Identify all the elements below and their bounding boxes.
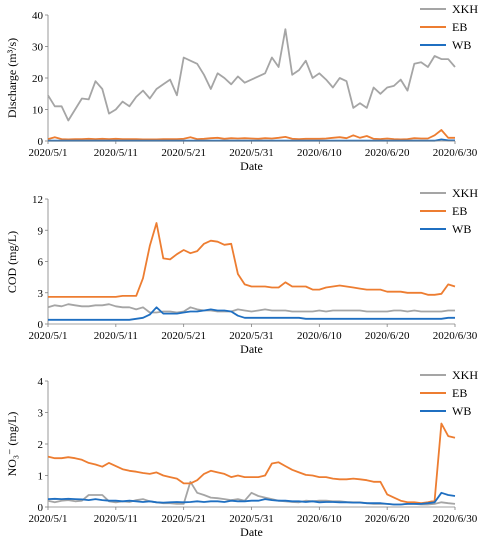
series-line-eb bbox=[47, 129, 455, 141]
x-tick-label: 2020/5/1 bbox=[28, 330, 67, 342]
x-tick-label: 2020/6/10 bbox=[297, 330, 342, 342]
y-tick-label: 6 bbox=[38, 257, 44, 269]
x-tick-label: 2020/6/20 bbox=[365, 513, 410, 525]
x-axis-label: Date bbox=[240, 159, 263, 173]
y-tick-label: 1 bbox=[38, 471, 44, 483]
x-tick-label: 2020/6/30 bbox=[433, 147, 478, 159]
legend-label-xkh: XKH bbox=[452, 2, 478, 16]
x-tick-label: 2020/6/20 bbox=[365, 330, 410, 342]
series-line-wb bbox=[47, 491, 456, 506]
y-tick-label: 2 bbox=[38, 439, 44, 451]
y-tick-label: 9 bbox=[38, 225, 44, 237]
x-tick-label: 2020/6/30 bbox=[433, 513, 478, 525]
y-tick-label: 40 bbox=[32, 10, 44, 22]
series-line-xkh bbox=[47, 303, 455, 314]
chart-panel-2: 0 3 6 9 12 2020/5/1 2020/5/11 2020/5/21 2020/5/3… bbox=[5, 186, 478, 356]
legend-label-xkh: XKH bbox=[452, 186, 478, 200]
y-axis-label: NO₃⁻ (mg/L) bbox=[5, 412, 19, 477]
legend-label-eb: EB bbox=[452, 204, 467, 218]
x-tick-label: 2020/5/31 bbox=[229, 147, 274, 159]
x-tick-label: 2020/5/11 bbox=[94, 147, 138, 159]
y-tick-label: 0 bbox=[38, 502, 44, 514]
chart-panel-1: 0 10 20 30 40 2020/5/1 2020/5/11 2020/5/21 2020/… bbox=[5, 2, 478, 173]
y-tick-label: 3 bbox=[38, 288, 44, 300]
series-line-eb bbox=[48, 222, 456, 298]
y-tick-label: 20 bbox=[32, 73, 44, 85]
y-tick-label: 12 bbox=[32, 194, 43, 206]
legend-label-wb: WB bbox=[452, 404, 471, 418]
legend-label-wb: WB bbox=[452, 222, 471, 236]
x-axis-label: Date bbox=[240, 525, 263, 539]
x-tick-label: 2020/5/31 bbox=[229, 330, 274, 342]
y-tick-label: 10 bbox=[32, 105, 44, 117]
x-tick-label: 2020/5/11 bbox=[94, 513, 138, 525]
legend-label-xkh: XKH bbox=[452, 368, 478, 382]
legend-label-wb: WB bbox=[452, 38, 471, 52]
x-tick-label: 2020/5/1 bbox=[28, 147, 67, 159]
y-axis-label: COD (mg/L) bbox=[5, 231, 19, 293]
legend-label-eb: EB bbox=[452, 386, 467, 400]
y-tick-label: 0 bbox=[38, 136, 44, 148]
series-line-eb bbox=[47, 422, 456, 505]
y-tick-label: 3 bbox=[38, 408, 44, 420]
x-tick-label: 2020/6/20 bbox=[365, 147, 410, 159]
x-tick-label: 2020/5/1 bbox=[28, 513, 67, 525]
x-axis-label: Date bbox=[240, 342, 263, 356]
x-tick-label: 2020/5/11 bbox=[94, 330, 138, 342]
y-tick-label: 30 bbox=[32, 42, 44, 54]
y-tick-label: 4 bbox=[38, 376, 44, 388]
x-tick-label: 2020/6/30 bbox=[433, 330, 478, 342]
x-tick-label: 2020/6/10 bbox=[297, 513, 342, 525]
x-tick-label: 2020/5/21 bbox=[161, 147, 206, 159]
chart-panel-3: 0 1 2 3 4 2020/5/1 2020/5/11 2020/5/21 2020/5/31… bbox=[5, 368, 478, 539]
x-tick-label: 2020/5/21 bbox=[161, 513, 206, 525]
legend-label-eb: EB bbox=[452, 20, 467, 34]
series-line-xkh bbox=[47, 28, 456, 122]
x-tick-label: 2020/6/10 bbox=[297, 147, 342, 159]
y-tick-label: 0 bbox=[38, 319, 44, 331]
series-line-wb bbox=[48, 306, 455, 321]
y-axis-label: Discharge (m³/s) bbox=[5, 38, 19, 118]
x-tick-label: 2020/5/21 bbox=[161, 330, 206, 342]
x-tick-label: 2020/5/31 bbox=[229, 513, 274, 525]
